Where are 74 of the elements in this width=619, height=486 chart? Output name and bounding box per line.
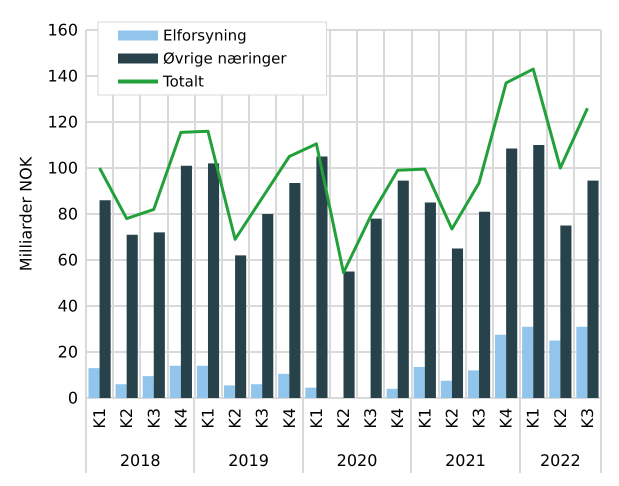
bar [344, 272, 355, 398]
x-tick-label: K3 [470, 408, 489, 429]
x-tick-label: K4 [496, 408, 516, 429]
bar [495, 334, 506, 398]
bar [414, 366, 425, 398]
y-tick-label: 60 [58, 250, 78, 270]
bar [196, 366, 208, 398]
bar [289, 182, 300, 398]
text: 2021 [444, 451, 487, 470]
legend-label: Elforsyning [163, 26, 247, 44]
bar [170, 366, 181, 398]
legend-label: Øvrige næringer [163, 50, 288, 68]
y-tick-label: 20 [58, 342, 78, 362]
bar [452, 248, 464, 398]
line-series [98, 68, 589, 274]
bar [235, 255, 246, 398]
x-tick-label: K2 [442, 408, 462, 429]
bar [479, 212, 490, 398]
bar [100, 200, 111, 398]
bar [224, 385, 236, 398]
y-tick-label: 140 [47, 66, 78, 86]
bar [587, 180, 599, 398]
x-tick-label: K2 [226, 408, 245, 429]
bar [154, 232, 165, 398]
bar [88, 368, 100, 398]
bar [180, 166, 192, 398]
y-axis-title: Milliarder NOK [16, 156, 36, 272]
bar [126, 234, 138, 398]
bar [305, 388, 316, 398]
bar [278, 374, 290, 398]
x-tick-label: K4 [171, 408, 190, 429]
x-tick-label: K3 [252, 408, 272, 429]
x-tick-label: K3 [144, 408, 164, 429]
x-tick-label: K3 [578, 408, 597, 429]
y-tick-label: 120 [47, 112, 78, 132]
bar [506, 148, 518, 398]
bar [576, 326, 588, 398]
bar [208, 163, 220, 398]
bar [560, 226, 572, 398]
x-tick-label: K3 [361, 408, 380, 429]
bar [386, 388, 398, 398]
x-tick-label: K1 [306, 408, 326, 429]
y-tick-label: 100 [47, 158, 78, 178]
bar [262, 214, 274, 398]
bar [440, 380, 452, 398]
x-tick-label: K2 [334, 408, 353, 429]
y-tick-label: 0 [68, 388, 78, 408]
bar [370, 218, 382, 398]
bar [116, 384, 127, 398]
bar [533, 145, 544, 398]
legend-label: Totalt [162, 72, 204, 90]
x-tick-label: K1 [198, 408, 218, 429]
bar [251, 384, 262, 398]
x-tick-label: K4 [280, 408, 299, 429]
bar [398, 180, 409, 398]
text: 2022 [538, 451, 582, 470]
x-tick-label: K2 [550, 408, 570, 429]
y-tick-label: 80 [58, 204, 78, 224]
bar [424, 202, 436, 398]
y-tick-label: 160 [47, 20, 78, 40]
x-tick-label: K1 [524, 408, 543, 429]
x-tick-label: K2 [117, 408, 136, 429]
y-tick-label: 40 [58, 296, 78, 316]
bar [549, 340, 560, 398]
bar [316, 156, 328, 398]
text: 2019 [227, 451, 270, 470]
x-tick-label: K1 [415, 408, 434, 429]
bar [468, 370, 480, 398]
text: 2018 [118, 451, 162, 470]
x-tick-label: K1 [90, 408, 110, 429]
bar [522, 326, 534, 398]
bar [142, 376, 154, 398]
x-tick-label: K4 [388, 408, 408, 429]
text: 2020 [336, 451, 378, 470]
